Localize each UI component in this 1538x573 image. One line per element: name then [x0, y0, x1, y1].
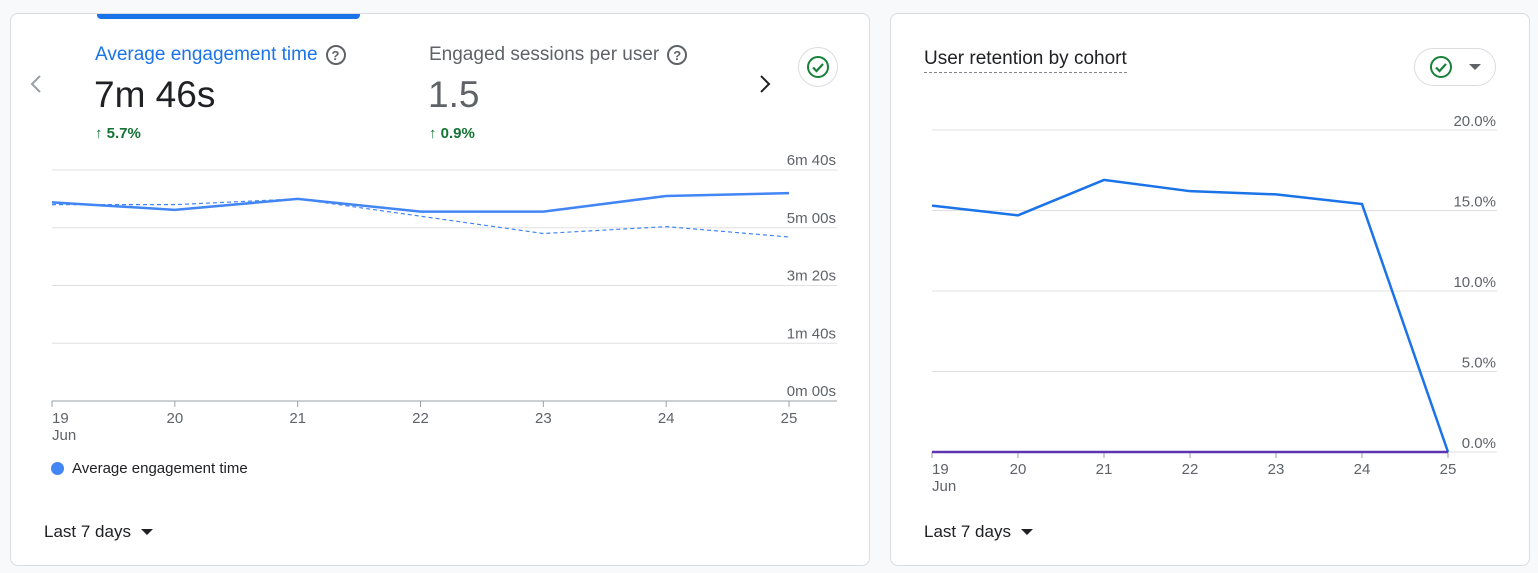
- caret-down-icon: [140, 529, 153, 535]
- metric-tab-average-engagement-time[interactable]: Average engagement time ?: [95, 44, 346, 66]
- x-tick-label: 19: [932, 461, 949, 478]
- series-line: [931, 178, 1450, 453]
- chevron-right-icon[interactable]: [752, 72, 776, 96]
- x-tick-label: 20: [166, 410, 183, 427]
- x-tick-label: 24: [1354, 461, 1371, 478]
- x-tick-label: 19: [52, 410, 69, 427]
- x-tick-sublabel: Jun: [932, 478, 956, 495]
- insights-check-button[interactable]: [798, 47, 838, 87]
- x-tick-label: 22: [1182, 461, 1199, 478]
- metric-label: Average engagement time: [95, 44, 318, 65]
- y-tick-label: 20.0%: [1453, 113, 1496, 130]
- x-tick-label: 23: [1268, 461, 1285, 478]
- caret-down-icon: [1020, 529, 1033, 535]
- help-icon[interactable]: ?: [325, 45, 346, 65]
- x-tick-label: 20: [1010, 461, 1027, 478]
- x-tick-label: 25: [1440, 461, 1457, 478]
- series-line: [52, 198, 790, 238]
- x-tick-sublabel: Jun: [52, 427, 76, 444]
- check-circle-icon: [807, 56, 829, 78]
- x-tick-label: 25: [781, 410, 798, 427]
- metric-change: ↑ 5.7%: [95, 125, 141, 142]
- metric-tab-engaged-sessions-per-user[interactable]: Engaged sessions per user ?: [429, 44, 688, 66]
- date-range-label: Last 7 days: [44, 522, 131, 541]
- chevron-left-icon[interactable]: [25, 72, 49, 96]
- retention-card: User retention by cohort 0.0% 5.0% 10.0% 15…: [890, 13, 1530, 566]
- y-tick-label: 5.0%: [1462, 355, 1496, 372]
- insights-check-dropdown[interactable]: [1414, 48, 1496, 86]
- retention-line-chart: 0.0% 5.0% 10.0% 15.0% 20.0% 19 20 21 22 23 24 25 Jun: [931, 113, 1497, 495]
- metric-value: 7m 46s: [94, 74, 216, 115]
- check-circle-icon: [1430, 56, 1452, 78]
- x-tick-label: 23: [535, 410, 552, 427]
- arrow-up-icon: ↑: [95, 125, 103, 142]
- metric-change: ↑ 0.9%: [429, 125, 475, 142]
- engagement-line-chart: 0m 00s 1m 40s 3m 20s 5m 00s 6m 40s 19 20 21 22 23…: [51, 154, 837, 444]
- y-tick-label: 6m 40s: [787, 154, 836, 169]
- caret-down-icon: [1469, 64, 1481, 70]
- arrow-up-icon: ↑: [429, 125, 437, 142]
- y-tick-label: 3m 20s: [787, 268, 836, 285]
- date-range-select[interactable]: Last 7 days: [44, 522, 153, 542]
- date-range-label: Last 7 days: [924, 522, 1011, 541]
- y-tick-label: 5m 00s: [787, 210, 836, 227]
- date-range-select[interactable]: Last 7 days: [924, 522, 1033, 542]
- y-tick-label: 0.0%: [1462, 435, 1496, 452]
- x-tick-label: 22: [412, 410, 429, 427]
- engagement-card: Average engagement time ? 7m 46s ↑ 5.7% …: [10, 13, 870, 566]
- x-tick-label: 21: [289, 410, 306, 427]
- y-tick-label: 15.0%: [1453, 194, 1496, 211]
- legend-label: Average engagement time: [72, 460, 248, 477]
- x-tick-label: 21: [1096, 461, 1113, 478]
- y-tick-label: 10.0%: [1453, 274, 1496, 291]
- active-metric-indicator: [97, 14, 360, 19]
- card-title[interactable]: User retention by cohort: [924, 48, 1127, 73]
- legend-dot-icon: [51, 462, 64, 475]
- metric-label: Engaged sessions per user: [429, 44, 660, 65]
- chart-legend: Average engagement time: [51, 460, 248, 477]
- metric-value: 1.5: [428, 74, 480, 115]
- help-icon[interactable]: ?: [667, 45, 688, 65]
- y-tick-label: 0m 00s: [787, 383, 836, 400]
- x-tick-label: 24: [658, 410, 675, 427]
- series-line: [51, 191, 790, 213]
- y-tick-label: 1m 40s: [787, 325, 836, 342]
